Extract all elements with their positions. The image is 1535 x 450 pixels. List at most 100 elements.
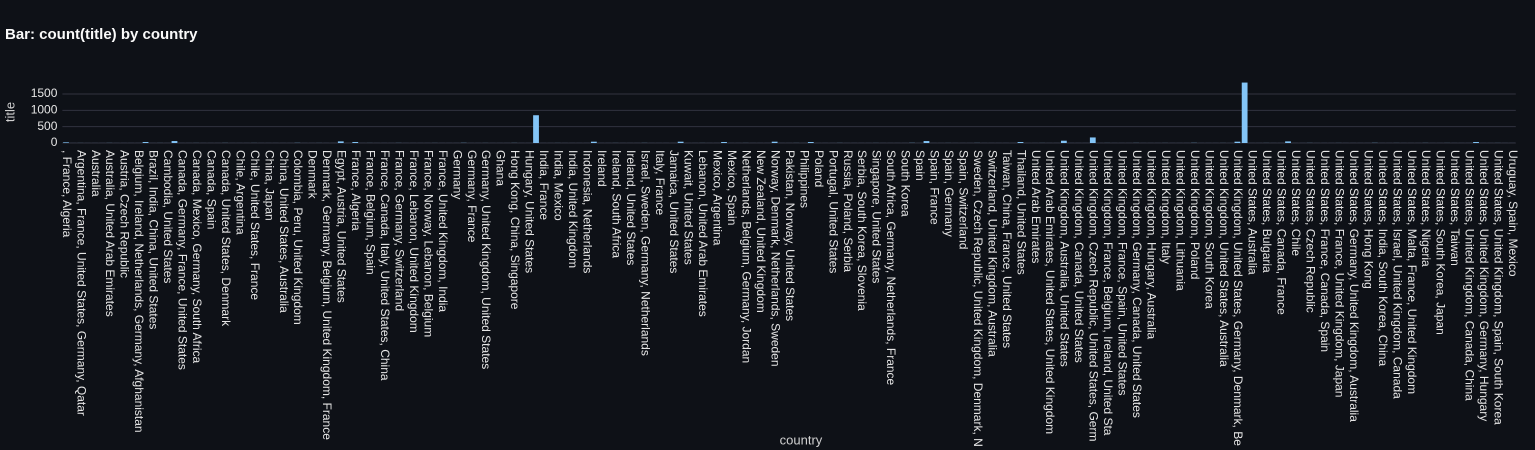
bar — [677, 141, 684, 143]
x-tick-label: Germany, United Kingdom, United States — [479, 150, 493, 369]
x-tick-label: United States, Chile — [1289, 150, 1303, 256]
x-tick-label: , France, Algeria — [60, 150, 74, 238]
x-tick-label: United States, Czech Republic — [1304, 150, 1318, 313]
x-tick-label: United Kingdom, Italy — [1159, 150, 1173, 264]
x-tick-label: France, Canada, Italy, United States, Ch… — [378, 150, 392, 381]
x-tick-label: Kuwait, United States — [682, 150, 696, 265]
x-tick-label: India, Mexico — [552, 150, 566, 221]
x-tick-label: United States, Taiwan — [1448, 150, 1462, 266]
x-tick-label: United Kingdom, France, Belgium, Ireland… — [1101, 150, 1115, 436]
x-tick-label: China, Japan — [262, 150, 276, 221]
x-tick-label: France, Germany, Switzerland — [392, 150, 406, 311]
x-tick-label: United States, India, South Korea, China — [1376, 150, 1390, 366]
bar — [352, 142, 359, 143]
bar — [1060, 140, 1067, 143]
x-tick-label: Philippines — [797, 150, 811, 208]
x-tick-label: United States, Bulgaria — [1260, 150, 1274, 273]
x-tick-label: Canada, United States, Denmark — [219, 150, 233, 327]
x-tick-label: Canada, Germany, France, United States — [176, 150, 190, 370]
bar — [1017, 142, 1024, 143]
y-tick-label: 500 — [37, 119, 57, 133]
y-tick-label: 1000 — [31, 103, 58, 117]
x-tick-label: Spain, France — [928, 150, 942, 225]
x-tick-label: Egypt, Austria, United States — [335, 150, 349, 303]
x-tick-label: Sweden, Czech Republic, United Kingdom, … — [971, 150, 985, 447]
bar — [171, 141, 178, 143]
bar — [1241, 82, 1248, 143]
x-tick-label: United States, Germany, United Kingdom, … — [1347, 150, 1361, 422]
x-tick-label: United Kingdom, South Korea — [1202, 150, 1216, 309]
x-tick-label: Thailand, United States — [1014, 150, 1028, 275]
x-tick-label: Ireland, United States — [624, 150, 638, 265]
x-tick-label: Denmark, Germany, Belgium, United Kingdo… — [320, 150, 334, 440]
chart-title: Bar: count(title) by country — [5, 26, 198, 43]
y-axis-title: title — [2, 102, 17, 122]
x-tick-label: United Kingdom, Hungary, Australia — [1144, 150, 1158, 340]
x-tick-label: Spain, Switzerland — [956, 150, 970, 249]
x-tick-label: Hungary, United States — [523, 150, 537, 273]
bar — [1473, 142, 1479, 143]
x-tick-label: New Zealand, United Kingdom — [754, 150, 768, 313]
x-tick-label: France, Algeria — [349, 150, 363, 231]
x-tick-label: United States, Australia — [1246, 150, 1260, 275]
x-tick-label: Australia — [89, 150, 103, 197]
bar — [1285, 141, 1291, 143]
x-tick-label: Ghana — [494, 150, 508, 186]
x-tick-label: Pakistan, Norway, United States — [783, 150, 797, 321]
x-tick-label: France, Norway, Lebanon, Belgium — [421, 150, 435, 337]
x-tick-label: Norway, Denmark, Netherlands, Sweden — [768, 150, 782, 367]
x-tick-label: United States, Nigeria — [1419, 150, 1433, 267]
x-tick-label: Italy, France — [653, 150, 667, 215]
x-tick-label: Chile, Argentina — [233, 150, 247, 235]
x-tick-label: Lebanon, United Arab Emirates — [696, 150, 710, 317]
bar — [923, 141, 930, 143]
x-tick-label: Ireland — [595, 150, 609, 187]
x-tick-label: China, United States, Australia — [277, 150, 291, 313]
x-tick-label: United Kingdom, Czech Republic, United S… — [1087, 150, 1101, 441]
x-axis-title: country — [780, 432, 823, 447]
x-tick-label: United States, Israel, United Kingdom, C… — [1390, 150, 1404, 399]
x-tick-label: Singapore, United States — [870, 150, 884, 283]
x-tick-label: United Kingdom, Canada, United States — [1072, 150, 1086, 363]
x-tick-label: Austria, Czech Republic — [118, 150, 132, 278]
x-tick-label: United Kingdom, United States, Germany, … — [1231, 150, 1245, 446]
x-tick-label: Denmark — [306, 150, 320, 200]
x-tick-label: Canada, Spain — [204, 150, 218, 229]
x-tick-label: Switzerland, United Kingdom, Australia — [985, 150, 999, 357]
x-tick-label: Mexico, Spain — [725, 150, 739, 225]
bar — [1089, 137, 1096, 143]
x-tick-label: Cambodia, United States — [161, 150, 175, 283]
x-tick-label: Hong Kong, China, Singapore — [508, 150, 522, 310]
x-tick-label: Canada, Mexico, Germany, South Africa — [190, 150, 204, 364]
bar — [721, 142, 727, 143]
x-tick-label: United States, France, Canada, Spain — [1318, 150, 1332, 352]
x-tick-label: Russia, Poland, Serbia — [841, 150, 855, 272]
y-tick-label: 1500 — [31, 86, 58, 100]
x-tick-label: Indonesia, Netherlands — [580, 150, 594, 273]
x-tick-label: Israel, Sweden, Germany, Netherlands — [638, 150, 652, 356]
x-tick-label: United States, United Kingdom, Germany, … — [1477, 150, 1491, 421]
x-tick-label: Spain — [913, 150, 927, 181]
bar — [1234, 141, 1241, 143]
bar — [590, 141, 597, 143]
x-tick-label: Argentina, France, United States, German… — [74, 150, 88, 416]
x-tick-label: United States, France, United Kingdom, J… — [1332, 150, 1346, 397]
x-tick-label: South Africa, Germany, Netherlands, Fran… — [884, 150, 898, 386]
x-tick-label: United Kingdom, Australia, United States — [1058, 150, 1072, 367]
x-tick-label: Chile, United States, France — [248, 150, 262, 300]
y-tick-label: 0 — [51, 135, 58, 149]
x-tick-label: United Kingdom, Germany, Canada, United … — [1130, 150, 1144, 418]
x-tick-label: Jamaica, United States — [667, 150, 681, 273]
x-tick-label: United Kingdom, Lithuania — [1173, 150, 1187, 291]
x-tick-label: Taiwan, China, France, United States — [1000, 150, 1014, 348]
x-tick-label: South Korea — [899, 150, 913, 217]
x-tick-label: Brazil, India, China, United States — [147, 150, 161, 329]
x-tick-label: Serbia, South Korea, Slovenia — [855, 150, 869, 311]
x-tick-label: United Arab Emirates — [1029, 150, 1043, 263]
x-tick-label: Australia, United Arab Emirates — [103, 150, 117, 317]
x-tick-label: United Kingdom, United States, Australia — [1217, 150, 1231, 367]
x-tick-label: France, Lebanon, United Kingdom — [407, 150, 421, 333]
bar — [807, 142, 814, 143]
x-tick-label: Ireland, South Africa — [609, 150, 623, 258]
